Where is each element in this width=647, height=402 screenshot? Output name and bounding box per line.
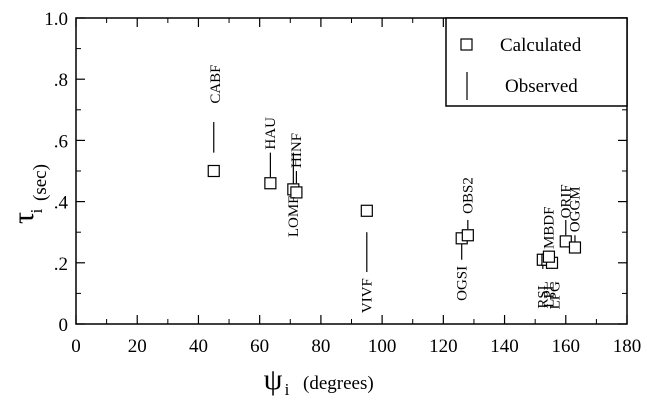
legend-label-calculated: Calculated [500,35,582,56]
calculated-point [290,186,303,199]
x-axis-unit: (degrees) [303,373,374,394]
station-label: OGSI [454,266,470,301]
legend-box [445,17,628,107]
x-tick-label: 140 [490,336,519,357]
y-axis-symbol: τ [7,212,40,224]
station-label: ORIF [558,184,574,218]
x-tick-label: 100 [368,336,397,357]
calculated-point [360,204,373,217]
station-label: LOMF [286,195,302,237]
x-tick-label: 80 [311,336,330,357]
y-tick-label: .2 [54,254,68,275]
calculated-point [264,177,277,190]
x-tick-label: 160 [552,336,581,357]
station-label: HINF [289,133,305,168]
x-tick-label: 120 [429,336,458,357]
x-axis-symbol: ψ [264,363,283,396]
station-label: RSL [535,281,551,309]
y-tick-label: 1.0 [44,9,68,30]
y-axis-subscript: i [27,208,46,213]
y-tick-label: 0 [59,315,69,336]
calculated-point [461,229,474,242]
station-label: VIVF [359,278,375,313]
y-axis-unit: (sec) [30,164,51,201]
x-tick-label: 60 [250,336,269,357]
station-label: LPL [542,281,558,308]
station-label: HAU [263,117,279,150]
station-label: OBS2 [460,177,476,214]
x-tick-label: 0 [71,336,81,357]
x-tick-label: 20 [128,336,147,357]
calculated-point [559,235,572,248]
y-tick-label: .8 [54,70,68,91]
calculated-point [542,250,556,263]
tick-labels: 0 20 40 60 80 100 120 140 160 180 0 .2 .4 .6 .8 1.0 [44,9,641,357]
legend: Calculated Observed [445,17,628,107]
y-tick-label: .6 [54,131,68,152]
legend-square-marker [460,38,473,51]
station-label: CABF [208,64,224,103]
legend-label-observed: Observed [505,76,578,97]
calculated-series [207,164,582,269]
x-tick-label: 180 [613,336,642,357]
y-tick-label: .4 [54,193,69,214]
station-label: OGGM [568,186,584,232]
x-axis-subscript: i [285,380,290,399]
station-label: MBDF [542,206,558,249]
calculated-point [207,164,220,178]
calculated-point [568,241,582,254]
x-tick-label: 40 [189,336,208,357]
station-label: LPG [548,281,564,310]
